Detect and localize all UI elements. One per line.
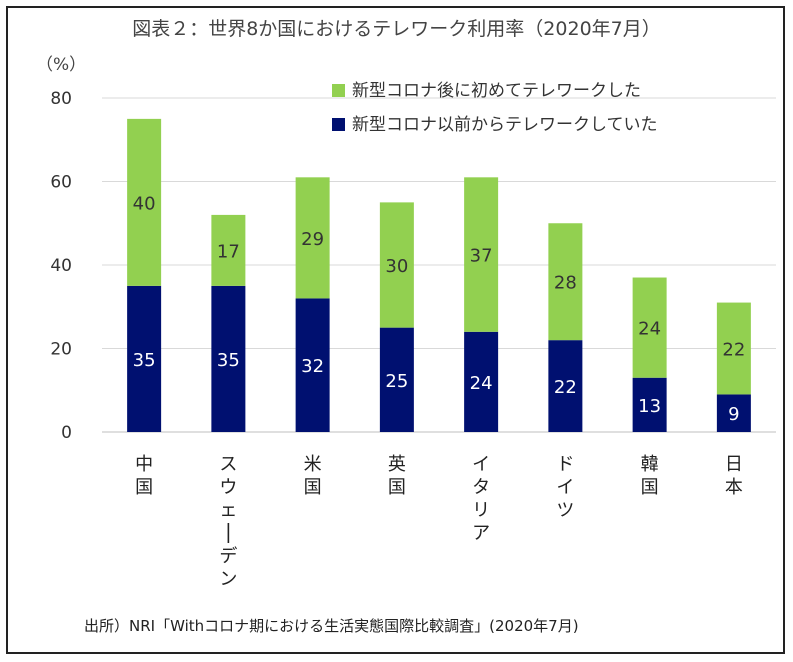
data-label: 35	[217, 350, 240, 371]
category-label-char: ェ	[219, 500, 237, 521]
category-label-char: 英	[388, 454, 406, 475]
data-label: 13	[638, 396, 661, 417]
chart-title: 図表２：世界8か国におけるテレワーク利用率（2020年7月）	[132, 18, 661, 40]
category-label-char: ウ	[219, 477, 237, 498]
gridlines	[102, 97, 776, 433]
bars: 35 40 35 17 32 29 25 30 24 37 22 28 13 24 9 22	[127, 118, 751, 432]
bar-segment	[379, 327, 414, 432]
legend-swatch	[332, 118, 345, 131]
category-label-char: 米	[304, 454, 322, 475]
category-label-char: 本	[725, 477, 743, 498]
data-label: 9	[728, 404, 739, 425]
category-label-char: イ	[472, 454, 490, 475]
data-label: 25	[385, 371, 408, 392]
category-label-char: ツ	[556, 500, 574, 521]
data-label: 40	[133, 193, 156, 214]
bar-segment	[716, 394, 751, 432]
category-label-char: 国	[304, 477, 322, 498]
bar-segment	[295, 177, 330, 299]
y-tick-labels: 0 20 40 60 80	[50, 89, 72, 443]
bar-segment	[632, 377, 667, 432]
data-label: 37	[470, 246, 493, 267]
data-label: 22	[722, 340, 745, 361]
legend-swatch	[332, 84, 345, 97]
category-label-char: ア	[472, 523, 490, 544]
legend-label: 新型コロナ後に初めてテレワークした	[352, 81, 641, 101]
bar-segment	[379, 202, 414, 328]
category-label-char: イ	[556, 477, 574, 498]
y-tick-label: 60	[50, 173, 72, 193]
category-label-char: 国	[135, 477, 153, 498]
category-label-char: 国	[388, 477, 406, 498]
data-label: 35	[133, 350, 156, 371]
category-label-char: ス	[219, 454, 237, 475]
y-tick-label: 20	[50, 340, 72, 360]
y-tick-label: 0	[61, 423, 72, 443]
bar-segment	[464, 177, 499, 332]
data-label: 28	[554, 273, 577, 294]
y-tick-label: 80	[50, 89, 72, 109]
bar-segment	[632, 277, 667, 378]
category-label-char: 韓	[641, 454, 659, 475]
data-label: 24	[638, 319, 661, 340]
data-label: 24	[470, 373, 493, 394]
y-axis-unit: （%）	[36, 55, 87, 75]
source-note: 出所）NRI「Withコロナ期における生活実態国際比較調査」(2020年7月)	[84, 617, 579, 635]
bar-segment	[295, 298, 330, 432]
category-label-char: ン	[219, 569, 237, 590]
category-label-char: 国	[641, 477, 659, 498]
category-label-char: ド	[556, 454, 574, 475]
bar-segment	[211, 285, 246, 432]
data-label: 22	[554, 377, 577, 398]
y-tick-label: 40	[50, 256, 72, 276]
category-label-char: リ	[472, 500, 490, 521]
data-label: 29	[301, 229, 324, 250]
bar-segment	[548, 223, 583, 341]
category-label-char: 中	[135, 454, 153, 475]
legend-label: 新型コロナ以前からテレワークしていた	[352, 115, 658, 135]
category-label-char: タ	[472, 477, 490, 498]
data-label: 17	[217, 241, 240, 262]
data-label: 30	[385, 256, 408, 277]
bar-segment	[127, 285, 162, 432]
category-label-char: デ	[219, 546, 237, 567]
category-label-char: 日	[725, 454, 743, 475]
data-label: 32	[301, 356, 324, 377]
bar-segment	[716, 302, 751, 395]
bar-segment	[127, 118, 162, 286]
bar-segment	[548, 340, 583, 432]
bar-segment	[464, 331, 499, 432]
bar-segment	[211, 214, 246, 286]
